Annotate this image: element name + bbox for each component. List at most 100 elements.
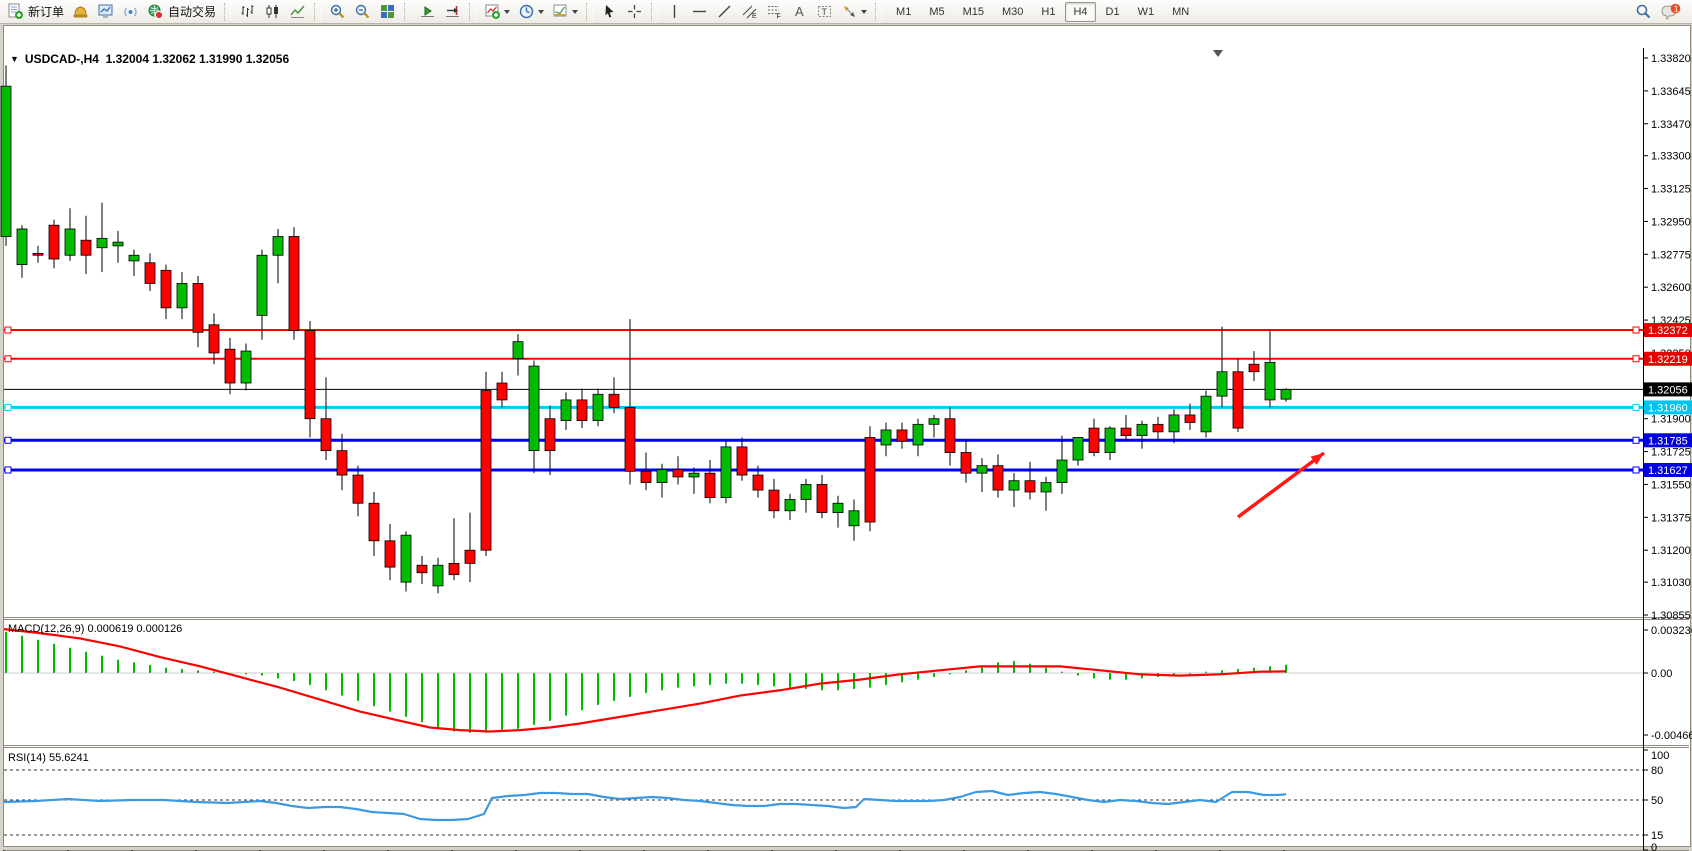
timeframe-button-m30[interactable]: M30	[1002, 5, 1024, 18]
signals-button[interactable]	[118, 1, 143, 23]
dropdown-caret-icon[interactable]	[861, 9, 868, 14]
candle-body[interactable]	[736, 446, 748, 476]
candle-body[interactable]	[192, 283, 204, 333]
candle-body[interactable]	[64, 228, 76, 256]
candle-body[interactable]	[1088, 427, 1100, 453]
candle-body[interactable]	[896, 429, 908, 442]
candle-body[interactable]	[96, 237, 108, 249]
candle-body[interactable]	[656, 469, 668, 483]
candle-body[interactable]	[976, 465, 988, 474]
candle-body[interactable]	[336, 450, 348, 476]
candle-body[interactable]	[1264, 361, 1276, 401]
arrows-button[interactable]	[837, 1, 871, 23]
candle-body[interactable]	[1008, 480, 1020, 491]
candle-body[interactable]	[576, 399, 588, 421]
candle-body[interactable]	[496, 382, 508, 401]
chart-collapse-icon[interactable]: ▼	[10, 54, 19, 64]
candle-body[interactable]	[464, 549, 476, 564]
timeframe-button-d1[interactable]: D1	[1105, 5, 1120, 18]
candle-body[interactable]	[288, 236, 300, 331]
chart-canvas[interactable]: 1.33820 1.33645 1.33470 1.33300 1.33125 1.329…	[0, 23, 1692, 851]
candle-body[interactable]	[416, 564, 428, 574]
candle-body[interactable]	[1136, 423, 1148, 437]
candle-body[interactable]	[272, 236, 284, 256]
candle-body[interactable]	[784, 499, 796, 512]
candle-body[interactable]	[1120, 427, 1132, 437]
candle-body[interactable]	[544, 418, 556, 452]
candle-body[interactable]	[640, 470, 652, 483]
periods-button[interactable]	[514, 1, 548, 23]
candle-body[interactable]	[480, 390, 492, 551]
candle-body[interactable]	[0, 85, 12, 237]
candle-body[interactable]	[48, 224, 60, 260]
timeframe-button-h4[interactable]: H4	[1065, 1, 1096, 22]
chart-shift-marker[interactable]	[1213, 50, 1223, 57]
candle-body[interactable]	[688, 472, 700, 478]
zoom-in-button[interactable]	[325, 1, 350, 23]
timeframe-button-m5[interactable]: M5	[929, 5, 945, 18]
candle-body[interactable]	[80, 239, 92, 256]
candle-body[interactable]	[352, 474, 364, 504]
trendline-button[interactable]	[712, 1, 737, 23]
candle-body[interactable]	[32, 252, 44, 256]
chart-window[interactable]: 1.33820 1.33645 1.33470 1.33300 1.33125 1.329…	[0, 23, 1692, 851]
candle-body[interactable]	[240, 350, 252, 384]
candle-body[interactable]	[1040, 482, 1052, 493]
candle-body[interactable]	[1200, 395, 1212, 433]
candle-body[interactable]	[320, 418, 332, 452]
bar-chart-button[interactable]	[235, 1, 260, 23]
timeframe-button-h1[interactable]: H1	[1041, 5, 1056, 18]
chart-shift-button[interactable]	[440, 1, 465, 23]
candle-body[interactable]	[672, 469, 684, 478]
crosshair-button[interactable]	[622, 1, 647, 23]
candle-body[interactable]	[816, 484, 828, 514]
candle-body[interactable]	[448, 562, 460, 576]
candle-body[interactable]	[1248, 363, 1260, 373]
candle-body[interactable]	[128, 254, 140, 262]
candle-body[interactable]	[1232, 371, 1244, 429]
candle-body[interactable]	[528, 365, 540, 452]
candlestick-chart-button[interactable]	[260, 1, 285, 23]
candle-body[interactable]	[752, 474, 764, 491]
candle-body[interactable]	[704, 472, 716, 499]
timeframe-button-w1[interactable]: W1	[1137, 5, 1155, 18]
candle-body[interactable]	[432, 564, 444, 587]
candle-body[interactable]	[1184, 414, 1196, 423]
text-button[interactable]: A	[787, 1, 812, 23]
auto-trading-button[interactable]: 自动交易	[143, 1, 220, 23]
candle-body[interactable]	[848, 510, 860, 527]
timeframe-button-m15[interactable]: M15	[962, 5, 984, 18]
candle-body[interactable]	[160, 269, 172, 309]
new-order-button[interactable]: 新订单	[3, 1, 68, 23]
templates-button[interactable]	[548, 1, 582, 23]
dropdown-caret-icon[interactable]	[504, 9, 511, 14]
candle-body[interactable]	[256, 254, 268, 316]
candle-body[interactable]	[944, 418, 956, 453]
candle-body[interactable]	[1168, 414, 1180, 433]
horizontal-line-button[interactable]	[687, 1, 712, 23]
candle-body[interactable]	[224, 348, 236, 384]
auto-scroll-button[interactable]	[415, 1, 440, 23]
candle-body[interactable]	[400, 534, 412, 583]
candle-body[interactable]	[1152, 423, 1164, 433]
candle-body[interactable]	[144, 262, 156, 284]
candle-body[interactable]	[1072, 437, 1084, 461]
vertical-line-button[interactable]	[662, 1, 687, 23]
candle-body[interactable]	[592, 393, 604, 421]
candle-body[interactable]	[864, 437, 876, 523]
candle-body[interactable]	[560, 399, 572, 421]
candle-body[interactable]	[368, 502, 380, 542]
candle-body[interactable]	[720, 446, 732, 499]
candle-body[interactable]	[928, 418, 940, 425]
trend-arrow-annotation[interactable]	[1236, 451, 1326, 519]
candle-body[interactable]	[16, 228, 28, 266]
dropdown-caret-icon[interactable]	[572, 9, 579, 14]
candle-body[interactable]	[384, 540, 396, 568]
fibonacci-button[interactable]: F	[762, 1, 787, 23]
charts-button[interactable]	[93, 1, 118, 23]
candle-body[interactable]	[304, 330, 316, 420]
candle-body[interactable]	[768, 489, 780, 512]
candle-body[interactable]	[608, 393, 620, 408]
candle-body[interactable]	[1104, 427, 1116, 453]
dropdown-caret-icon[interactable]	[538, 9, 545, 14]
